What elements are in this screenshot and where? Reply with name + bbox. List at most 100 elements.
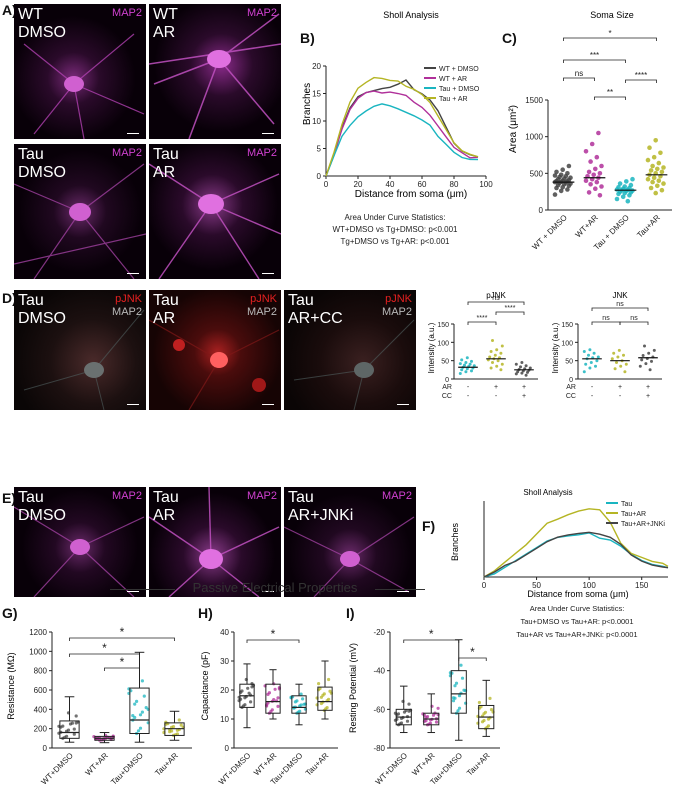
series-line-tau-ar <box>325 76 479 177</box>
data-point <box>647 351 651 355</box>
chart-g-resistance: Resistance (MΩ) 0 200 400 600 800 1000 1200 WT+… <box>6 625 192 787</box>
series-line-wt-ar <box>325 90 479 177</box>
y-tick-label: 0 <box>225 744 230 753</box>
data-point <box>656 178 662 183</box>
data-point <box>612 351 616 355</box>
y-tick-label: 1500 <box>525 96 543 105</box>
row-label: AR <box>442 384 452 391</box>
data-point <box>623 370 627 374</box>
data-point <box>495 348 499 352</box>
x-tick-label: 50 <box>532 581 541 590</box>
y-tick-label: 50 <box>565 359 573 366</box>
y-tick-label: 150 <box>437 322 449 329</box>
y-axis-label: Branches <box>302 83 313 125</box>
chart-f-sholl: Sholl Analysis Branches Distance from so… <box>450 488 669 599</box>
neuron-drawing <box>149 163 281 279</box>
significance-label: *** <box>590 51 599 60</box>
data-point <box>622 184 627 189</box>
data-point <box>516 370 520 374</box>
data-point <box>138 726 143 730</box>
chart-b-sholl: Sholl Analysis Branches Distance from so… <box>302 10 493 200</box>
x-tick-label: 0 <box>324 180 329 189</box>
y-tick-label: -40 <box>373 667 385 676</box>
data-point <box>468 362 472 366</box>
data-point <box>588 348 592 352</box>
data-point <box>661 181 666 186</box>
data-point <box>599 184 604 189</box>
data-point <box>472 364 476 368</box>
banner-rule-right <box>375 589 425 590</box>
significance-bracket <box>563 37 657 41</box>
data-point <box>596 130 601 136</box>
data-point <box>661 165 666 170</box>
data-point <box>583 149 589 154</box>
data-point <box>465 356 469 360</box>
row-value: + <box>646 384 650 391</box>
y-axis-label: Branches <box>450 522 460 561</box>
x-tick-label: Tau+AR <box>153 751 180 778</box>
chart-title: Sholl Analysis <box>523 488 572 497</box>
panel-label-e: E) <box>2 490 16 506</box>
data-point <box>651 154 657 160</box>
significance-label: * <box>608 29 611 38</box>
data-point <box>594 179 600 185</box>
data-point <box>524 373 528 377</box>
stats-heading: Area Under Curve Statistics: <box>344 213 446 222</box>
significance-label: **** <box>635 71 647 80</box>
y-tick-label: 50 <box>441 359 449 366</box>
data-point <box>650 359 653 363</box>
data-point <box>407 702 411 706</box>
data-point <box>586 190 592 195</box>
data-point <box>638 364 642 368</box>
y-tick-label: -60 <box>373 705 385 714</box>
banner-rule-left <box>110 589 175 590</box>
micro-title: Tau DMSO <box>18 292 66 327</box>
data-point <box>519 365 522 369</box>
data-point <box>500 344 504 348</box>
data-point <box>622 353 625 357</box>
y-axis-label: Resistance (MΩ) <box>6 652 16 719</box>
data-point <box>434 720 439 724</box>
data-point <box>658 150 663 156</box>
chart-c-soma-size: Soma Size Area (μm²) 0 500 1000 1500 WT + DM… <box>508 10 672 252</box>
micro-title: Tau AR <box>153 292 179 327</box>
data-point <box>643 344 646 348</box>
data-point <box>453 696 457 700</box>
data-point <box>558 172 564 178</box>
data-point <box>589 141 595 147</box>
data-point <box>599 163 604 169</box>
micrograph-wt-ar: WT AR MAP2 <box>149 4 281 139</box>
x-tick-label: WT+AR <box>410 751 436 777</box>
data-point <box>246 686 250 690</box>
micro-stain: MAP2 <box>247 7 277 19</box>
data-point <box>617 348 621 352</box>
x-tick-label: 40 <box>386 180 395 189</box>
legend-label: Tau + AR <box>439 96 468 103</box>
data-point <box>491 361 494 364</box>
data-point <box>477 700 481 705</box>
legend-label: Tau+AR+JNKi <box>621 521 665 528</box>
scale-bar <box>397 590 409 592</box>
significance-label: * <box>429 627 434 641</box>
significance-bracket <box>495 311 525 315</box>
data-point <box>489 366 493 370</box>
significance-bracket <box>625 79 657 83</box>
row-value: - <box>467 393 470 400</box>
stain-map2-label: MAP2 <box>247 306 277 318</box>
data-point <box>644 362 648 366</box>
micro-title: Tau DMSO <box>18 146 66 181</box>
y-tick-label: 0 <box>445 377 449 384</box>
chart-d-pjnk: pJNK Intensity (a.u.) 0 50 100 150 AR - + + CC - -… <box>427 291 538 400</box>
box <box>291 695 307 714</box>
micro-stain: MAP2 <box>382 490 412 502</box>
data-point <box>582 370 586 374</box>
data-point <box>70 721 74 725</box>
significance-label: * <box>470 645 475 659</box>
data-point <box>458 372 462 375</box>
data-point <box>168 730 172 734</box>
data-point <box>465 367 469 371</box>
y-tick-label: -80 <box>373 744 385 753</box>
data-point <box>454 681 459 685</box>
y-tick-label: 5 <box>317 145 322 154</box>
data-point <box>648 168 654 173</box>
